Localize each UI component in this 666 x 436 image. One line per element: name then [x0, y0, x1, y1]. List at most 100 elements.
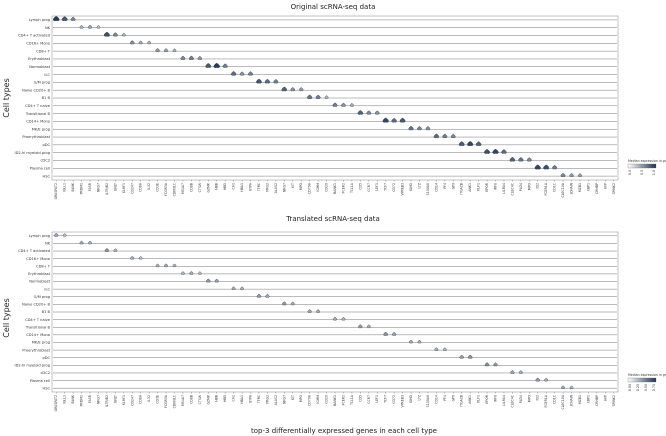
gene-label: CLEC10A [561, 394, 565, 409]
gene-label: IGHD [409, 182, 413, 191]
violin-mark [484, 362, 490, 367]
gene-label: AVP [603, 183, 607, 189]
gene-label: PRDM1 [80, 183, 84, 194]
violin-mark [96, 25, 101, 29]
violin-mark [577, 173, 583, 177]
violin-mark [535, 377, 540, 382]
gene-label: CLEC4C [510, 394, 514, 407]
violin-mark [569, 385, 574, 390]
gene-label: S100A8 [426, 183, 430, 195]
violin-mark [358, 324, 363, 329]
violin-mark [458, 141, 465, 146]
violin-mark [53, 16, 60, 22]
gene-label: NKG7 [282, 183, 286, 192]
violin-mark [526, 157, 532, 162]
gene-label: LEF1 [375, 183, 379, 191]
gene-label: KLRF1 [122, 395, 126, 405]
violin-mark [434, 347, 439, 351]
violin-mark [442, 133, 448, 139]
row-label: cDC2 [40, 371, 50, 375]
violin-mark [163, 48, 169, 53]
gene-label: EPOR [485, 182, 489, 191]
row-label: G/M prog [34, 295, 50, 299]
gene-label: SPINK2 [612, 183, 616, 194]
colorbar-tick: 0.50 [644, 384, 648, 391]
gene-label: IRF8 [494, 395, 498, 402]
violin-mark [214, 278, 219, 283]
gene-label: ITGA2B [460, 395, 464, 407]
violin-mark [425, 126, 431, 131]
gene-label: PF4 [443, 183, 447, 189]
gene-label: PRDM1 [80, 395, 84, 406]
violin-mark [290, 301, 295, 306]
violin-mark [121, 32, 126, 37]
violin-mark [197, 56, 202, 60]
gene-label: FCER2 [341, 183, 345, 193]
violin-mark [341, 317, 346, 321]
row-label: ID2-hi myeloid prog [15, 151, 50, 155]
violin-mark [534, 164, 541, 170]
violin-mark [357, 110, 364, 115]
colorbar-tick: 1.0 [652, 170, 656, 175]
gene-label: CD1C [553, 394, 557, 404]
row-label: MK/E prog [32, 127, 50, 131]
violin-mark [265, 293, 270, 298]
gene-label: MPO [299, 183, 303, 191]
colorbar-tick: 0.75 [652, 384, 656, 391]
gene-label: VPREB3 [401, 183, 405, 196]
gene-label: CD5 [358, 395, 362, 402]
violin-mark [290, 87, 296, 92]
violin-mark [442, 347, 447, 351]
violin-mark [467, 141, 474, 146]
gene-label: FASR [88, 394, 92, 403]
row-label: B1 B [42, 310, 51, 314]
gene-label: CD20 [325, 183, 329, 192]
gene-label: GZMK [206, 394, 210, 404]
row-label: Lymph prog [29, 18, 50, 22]
violin-mark [315, 94, 321, 99]
violin-mark [231, 286, 236, 290]
gene-label: BANK1 [333, 183, 337, 194]
violin-mark [273, 79, 279, 84]
gene-label: IGLL1 [63, 395, 67, 404]
gene-label: JCHAIN [570, 394, 574, 407]
gene-label: MPO [527, 395, 531, 403]
row-label: Normoblast [29, 65, 50, 69]
violin-mark [518, 157, 524, 162]
violin-mark [569, 173, 574, 177]
violin-mark [307, 309, 312, 313]
row-label: Naive CD20+ B [22, 88, 50, 92]
violin-mark [417, 126, 422, 131]
row-label: CD14+ Mono [26, 120, 50, 124]
gene-label: CD72 [392, 183, 396, 192]
violin-mark [366, 324, 371, 329]
panel-2-xlabel: top-3 differentially expressed genes in … [251, 427, 437, 435]
gene-label: VPREB3 [401, 395, 405, 408]
gene-label: NKG7 [96, 395, 100, 404]
gene-label: FCER1A [544, 182, 548, 195]
gene-label: CD8B [189, 395, 193, 404]
violin-mark [450, 133, 456, 138]
violin-mark [104, 248, 110, 252]
row-label: CD4+ T activated [18, 34, 50, 38]
violin-mark [333, 316, 337, 321]
gene-label: IGLL1 [63, 183, 67, 192]
violin-mark [264, 78, 271, 84]
gene-label: CD1C [553, 182, 557, 192]
gene-label: CD3E [156, 395, 160, 404]
panel-1-plot: Lymph prog NK CD4+ T activated CD16+ Mono CD… [15, 15, 666, 199]
panel-2-title: Translated scRNA-seq data [285, 215, 380, 223]
row-label: Lymph prog [29, 234, 50, 238]
violin-mark [492, 148, 499, 154]
violin-mark [467, 354, 473, 359]
gene-label: GYPA [249, 182, 253, 191]
row-label: Plasma cell [30, 166, 50, 170]
gene-label: CD5 [358, 183, 362, 190]
gene-label: CCR7 [367, 183, 371, 192]
gene-label: ID2 [536, 395, 540, 400]
gene-label: FCER2 [341, 395, 345, 405]
violin-mark [103, 31, 110, 37]
panel-1-title: Original scRNA-seq data [291, 3, 376, 11]
violin-mark [248, 71, 253, 76]
